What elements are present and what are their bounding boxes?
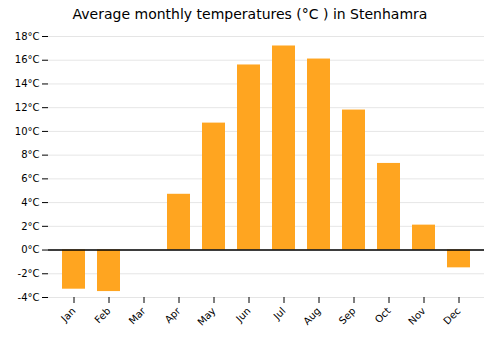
svg-text:16°C: 16°C bbox=[15, 54, 40, 65]
svg-text:Nov: Nov bbox=[406, 305, 428, 327]
svg-text:14°C: 14°C bbox=[15, 78, 40, 89]
svg-text:4°C: 4°C bbox=[21, 197, 39, 208]
svg-text:Oct: Oct bbox=[373, 305, 393, 325]
svg-text:Feb: Feb bbox=[92, 305, 112, 325]
svg-text:12°C: 12°C bbox=[15, 102, 40, 113]
html-text:Average monthly temperatures (: Average monthly temperatures (°C ) in St… bbox=[72, 6, 428, 22]
svg-text:Dec: Dec bbox=[441, 305, 462, 326]
svg-text:10°C: 10°C bbox=[15, 126, 40, 137]
svg-text:0°C: 0°C bbox=[21, 244, 39, 255]
svg-text:Sep: Sep bbox=[337, 305, 358, 326]
svg-text:Jan: Jan bbox=[58, 305, 77, 324]
svg-text:-2°C: -2°C bbox=[18, 268, 40, 279]
svg-text:18°C: 18°C bbox=[15, 31, 40, 42]
svg-text:Mar: Mar bbox=[127, 305, 149, 327]
svg-text:6°C: 6°C bbox=[21, 173, 39, 184]
svg-text:Apr: Apr bbox=[163, 305, 184, 326]
svg-text:Jun: Jun bbox=[233, 305, 253, 325]
svg-text:2°C: 2°C bbox=[21, 221, 39, 232]
svg-text:-4°C: -4°C bbox=[18, 292, 40, 303]
svg-text:May: May bbox=[195, 305, 217, 327]
svg-text:Aug: Aug bbox=[301, 305, 323, 327]
svg-text:Jul: Jul bbox=[271, 305, 288, 322]
svg-text:8°C: 8°C bbox=[21, 149, 39, 160]
